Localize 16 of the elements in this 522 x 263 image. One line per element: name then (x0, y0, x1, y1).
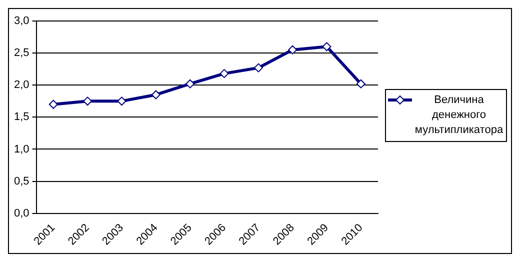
y-tick-label: 0,5 (14, 175, 30, 188)
point (220, 69, 229, 78)
point (151, 90, 160, 100)
y-tick-label: 0,0 (14, 207, 30, 220)
y-tick-label: 2,0 (14, 79, 30, 92)
point (48, 100, 58, 109)
y-tick-label: 3,0 (14, 15, 30, 28)
point (186, 79, 195, 88)
point (254, 63, 263, 72)
point (356, 79, 366, 88)
point (322, 42, 332, 52)
y-tick-label: 2,5 (14, 47, 30, 60)
point (117, 96, 126, 106)
legend-label: Величина денежного мультипликатора (414, 93, 504, 138)
y-tick-label: 1,0 (14, 143, 30, 156)
y-tick-label: 1,5 (14, 111, 30, 124)
